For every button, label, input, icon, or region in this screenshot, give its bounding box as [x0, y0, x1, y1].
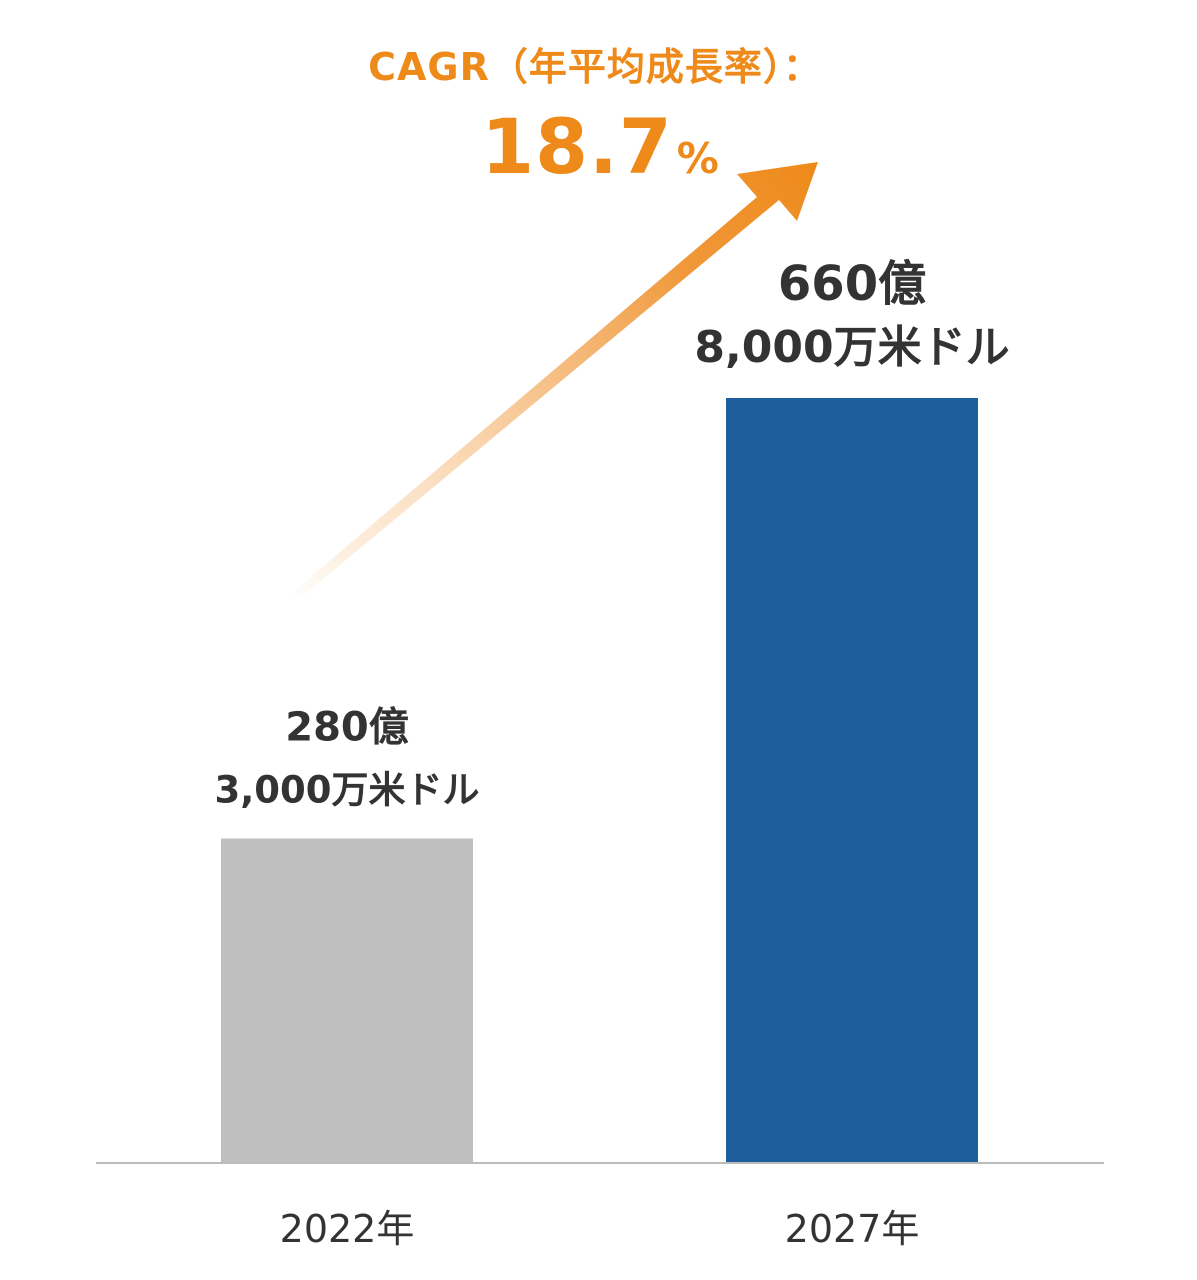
data-label-secondary-0: 3,000万米ドル — [214, 769, 479, 812]
data-label-secondary-1: 8,000万米ドル — [694, 322, 1009, 373]
bar-0 — [221, 838, 473, 1163]
data-label-primary-1: 660億 — [778, 256, 926, 312]
x-tick-label-1: 2027年 — [785, 1207, 920, 1251]
data-label-primary-0: 280億 — [285, 705, 409, 751]
bar-1 — [726, 398, 978, 1163]
x-tick-label-0: 2022年 — [280, 1207, 415, 1251]
cagr-value-number: 18.7 — [481, 102, 673, 191]
cagr-label: CAGR（年平均成長率）： — [368, 45, 822, 89]
growth-arrow-icon — [286, 162, 818, 603]
cagr-value-unit: % — [676, 134, 719, 183]
cagr-value: 18.7% — [380, 102, 820, 191]
